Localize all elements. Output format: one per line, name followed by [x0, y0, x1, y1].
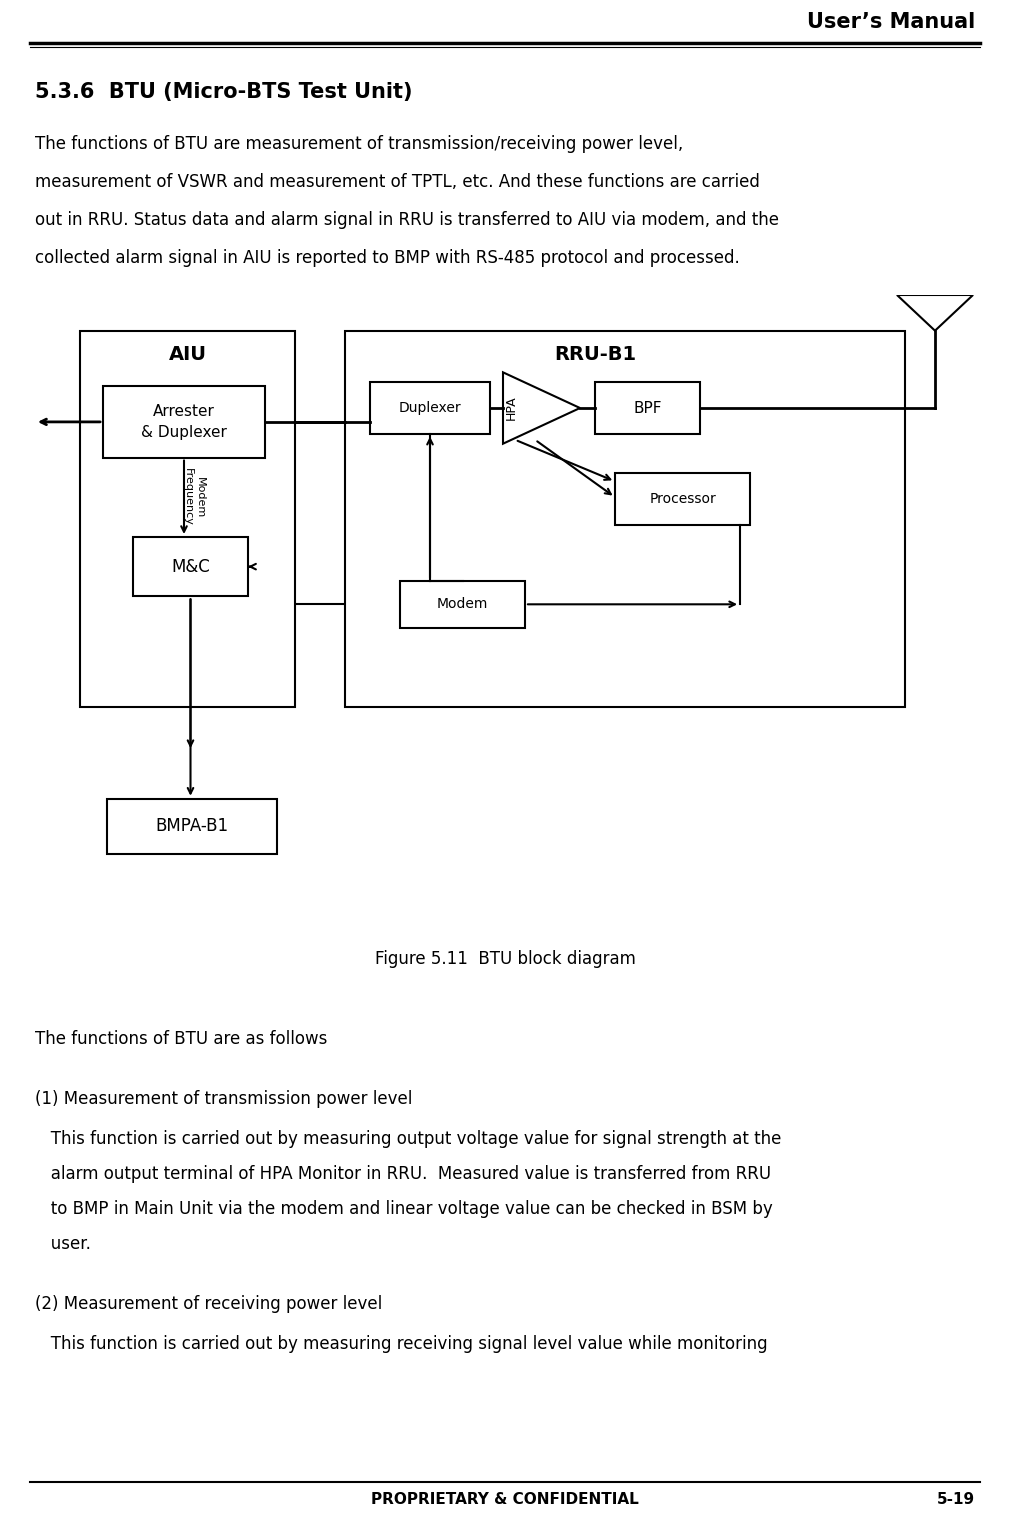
Text: Processor: Processor — [649, 493, 716, 506]
Text: to BMP in Main Unit via the modem and linear voltage value can be checked in BSM: to BMP in Main Unit via the modem and li… — [35, 1201, 773, 1217]
Bar — [615, 473, 750, 525]
Text: This function is carried out by measuring receiving signal level value while mon: This function is carried out by measurin… — [35, 1336, 768, 1352]
Text: out in RRU. Status data and alarm signal in RRU is transferred to AIU via modem,: out in RRU. Status data and alarm signal… — [35, 211, 779, 229]
Text: (1) Measurement of transmission power level: (1) Measurement of transmission power le… — [35, 1090, 412, 1108]
Text: (2) Measurement of receiving power level: (2) Measurement of receiving power level — [35, 1295, 382, 1313]
Text: Modem
Frequency: Modem Frequency — [183, 468, 205, 526]
Text: This function is carried out by measuring output voltage value for signal streng: This function is carried out by measurin… — [35, 1129, 782, 1148]
Text: Duplexer: Duplexer — [399, 402, 462, 415]
Text: M&C: M&C — [171, 558, 210, 576]
Bar — [103, 387, 265, 458]
Bar — [133, 537, 248, 596]
Text: Modem: Modem — [436, 597, 488, 611]
Text: The functions of BTU are measurement of transmission/receiving power level,: The functions of BTU are measurement of … — [35, 135, 683, 153]
Bar — [370, 382, 490, 434]
Text: 5-19: 5-19 — [937, 1492, 975, 1507]
Text: 5.3.6  BTU (Micro-BTS Test Unit): 5.3.6 BTU (Micro-BTS Test Unit) — [35, 82, 412, 102]
Bar — [400, 581, 525, 628]
Text: BMPA-B1: BMPA-B1 — [156, 817, 228, 835]
Bar — [107, 799, 277, 854]
Bar — [595, 382, 700, 434]
Text: The functions of BTU are as follows: The functions of BTU are as follows — [35, 1029, 327, 1048]
Text: measurement of VSWR and measurement of TPTL, etc. And these functions are carrie: measurement of VSWR and measurement of T… — [35, 173, 760, 191]
Text: user.: user. — [35, 1236, 91, 1254]
Text: RRU-B1: RRU-B1 — [553, 346, 636, 364]
Text: User’s Manual: User’s Manual — [807, 12, 975, 32]
Text: BPF: BPF — [633, 400, 662, 415]
Text: HPA: HPA — [505, 396, 517, 420]
Text: AIU: AIU — [169, 346, 206, 364]
Text: PROPRIETARY & CONFIDENTIAL: PROPRIETARY & CONFIDENTIAL — [371, 1492, 639, 1507]
Text: Figure 5.11  BTU block diagram: Figure 5.11 BTU block diagram — [375, 951, 635, 969]
Text: alarm output terminal of HPA Monitor in RRU.  Measured value is transferred from: alarm output terminal of HPA Monitor in … — [35, 1164, 771, 1182]
Text: Arrester
& Duplexer: Arrester & Duplexer — [141, 403, 227, 440]
Bar — [80, 330, 295, 708]
Bar — [345, 330, 905, 708]
Text: collected alarm signal in AIU is reported to BMP with RS-485 protocol and proces: collected alarm signal in AIU is reporte… — [35, 249, 739, 267]
